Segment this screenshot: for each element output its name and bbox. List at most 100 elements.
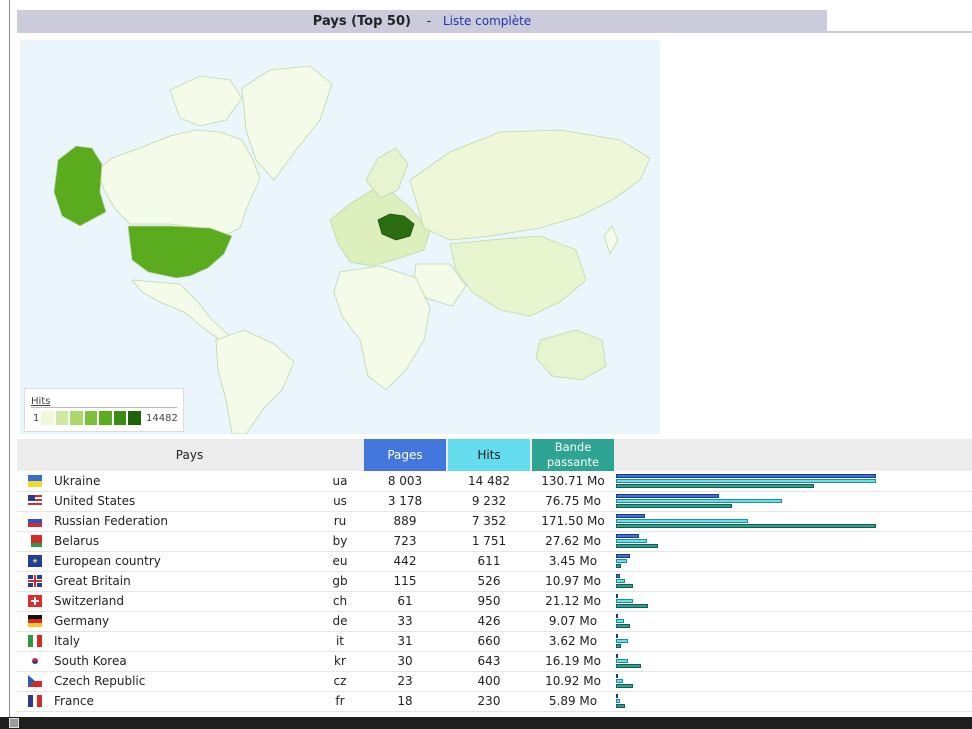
hits-value: 611 (477, 554, 501, 568)
bar-group (616, 694, 916, 710)
full-list-link[interactable]: Liste complète (442, 14, 532, 28)
country-name: South Korea (54, 654, 127, 668)
flag-south-korea-icon (28, 655, 42, 667)
country-name: Switzerland (54, 594, 124, 608)
pages-value: 115 (393, 574, 417, 588)
country-code: gb (332, 574, 348, 588)
hits-value: 7 352 (471, 514, 507, 528)
pages-bar (616, 474, 876, 478)
hits-bar (616, 639, 628, 643)
bandwidth-bar (616, 504, 732, 508)
status-icon[interactable] (9, 718, 19, 728)
country-code: ua (332, 474, 348, 488)
legend-swatch (113, 411, 127, 425)
header-country[interactable]: Pays (175, 448, 204, 462)
country-code: us (333, 494, 347, 508)
region-australia (535, 329, 607, 381)
flag-czech-icon (28, 675, 42, 687)
region-mexico (131, 279, 233, 345)
section-title: Pays (Top 50) (312, 14, 411, 29)
country-name: Italy (54, 634, 81, 648)
bar-group (616, 534, 916, 550)
hits-value: 9 232 (471, 494, 507, 508)
window-left-edge (0, 0, 10, 729)
legend-swatch (99, 411, 112, 425)
pages-value: 8 003 (387, 474, 423, 488)
country-name: European country (54, 554, 161, 568)
bandwidth-value: 3.62 Mo (548, 634, 598, 648)
legend-swatch (55, 411, 69, 425)
bandwidth-value: 76.75 Mo (545, 494, 601, 508)
table-row: Italy it 31 660 3.62 Mo (17, 632, 972, 652)
bar-group (616, 594, 916, 610)
legend-max-value: 14482 (146, 413, 178, 424)
legend-min-value: 1 (33, 413, 40, 424)
hits-value: 1 751 (471, 534, 507, 548)
country-name: Great Britain (54, 574, 131, 588)
table-row: Great Britain gb 115 526 10.97 Mo (17, 572, 972, 592)
bandwidth-bar (616, 524, 876, 528)
pages-value: 442 (393, 554, 417, 568)
header-hits[interactable]: Hits (448, 439, 530, 471)
pages-bar (616, 554, 630, 558)
bar-group (616, 574, 916, 590)
region-canada[interactable] (97, 129, 261, 237)
pages-bar (616, 574, 620, 578)
flag-usa-icon (28, 495, 42, 507)
region-ukraine[interactable] (377, 213, 415, 241)
bandwidth-value: 3.45 Mo (548, 554, 598, 568)
header-bandwidth[interactable]: Bande passante (532, 439, 614, 471)
bandwidth-value: 130.71 Mo (541, 474, 605, 488)
section-header: Pays (Top 50) - Liste complète (17, 10, 827, 32)
country-code: ch (332, 594, 348, 608)
hits-bar (616, 519, 748, 523)
pages-bar (616, 634, 618, 638)
hits-value: 643 (477, 654, 501, 668)
bandwidth-bar (616, 604, 648, 608)
hits-bar (616, 479, 876, 483)
country-code: it (335, 634, 345, 648)
flag-italy-icon (28, 635, 42, 647)
world-map[interactable]: Hits 1 14482 (20, 40, 660, 434)
map-legend: Hits 1 14482 (24, 388, 184, 432)
legend-swatch (84, 411, 98, 425)
legend-swatch (70, 411, 83, 425)
country-name: Russian Federation (54, 514, 168, 528)
country-code: fr (335, 694, 345, 708)
bandwidth-bar (616, 484, 814, 488)
table-row: United States us 3 178 9 232 76.75 Mo (17, 492, 972, 512)
pages-bar (616, 534, 639, 538)
header-pages[interactable]: Pages (364, 439, 446, 471)
bandwidth-value: 21.12 Mo (545, 594, 601, 608)
hits-value: 426 (477, 614, 501, 628)
hits-value: 660 (477, 634, 501, 648)
country-code: de (332, 614, 348, 628)
flag-uk-icon (28, 575, 42, 587)
map-land (53, 65, 651, 434)
bandwidth-bar (616, 644, 621, 648)
bandwidth-bar (616, 584, 633, 588)
bandwidth-value: 10.97 Mo (545, 574, 601, 588)
pages-value: 30 (397, 654, 413, 668)
world-map-svg (53, 65, 651, 434)
country-code: by (332, 534, 348, 548)
country-code: eu (332, 554, 348, 568)
region-united-states[interactable] (127, 225, 233, 279)
bandwidth-value: 9.07 Mo (548, 614, 598, 628)
table-row: Switzerland ch 61 950 21.12 Mo (17, 592, 972, 612)
legend-title: Hits (31, 396, 51, 407)
table-row: Czech Republic cz 23 400 10.92 Mo (17, 672, 972, 692)
hits-value: 950 (477, 594, 501, 608)
pages-bar (616, 594, 618, 598)
flag-eu-icon: ★ (28, 555, 42, 567)
bandwidth-value: 16.19 Mo (545, 654, 601, 668)
region-russia[interactable] (409, 129, 651, 241)
legend-divider (31, 407, 177, 408)
flag-russia-icon (28, 515, 42, 527)
country-code: ru (333, 514, 347, 528)
region-alaska[interactable] (53, 145, 107, 227)
pages-value: 61 (397, 594, 413, 608)
table-row: South Korea kr 30 643 16.19 Mo (17, 652, 972, 672)
legend-color-ramp (41, 411, 143, 425)
legend-swatch (41, 411, 54, 425)
